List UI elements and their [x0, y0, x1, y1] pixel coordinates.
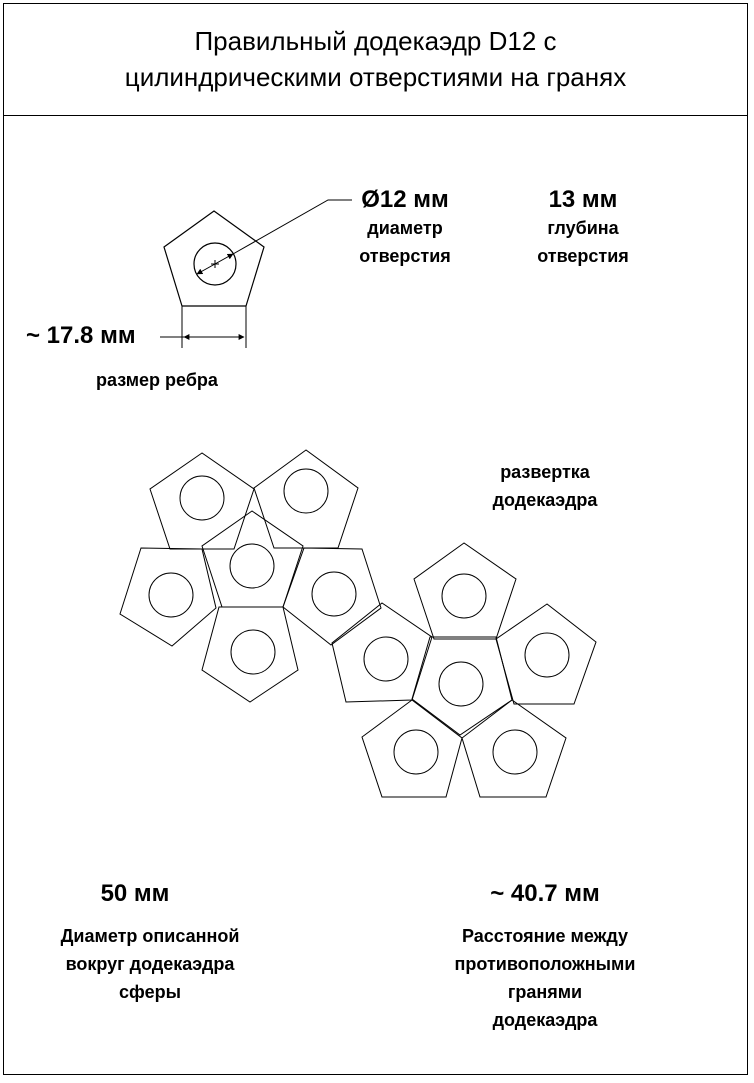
net-caption: развертка додекаэдра	[470, 458, 620, 514]
title-line-1: Правильный додекаэдр D12 с	[194, 26, 557, 56]
edge-size-value: ~ 17.8 мм	[26, 322, 136, 349]
face-distance-caption-2: противоположными	[454, 954, 636, 974]
net-face	[282, 547, 382, 646]
title-line-2: цилиндрическими отверстиями на гранях	[124, 62, 627, 92]
net-face	[495, 603, 597, 705]
net-caption-1: развертка	[500, 462, 590, 482]
single-face-detail	[160, 199, 352, 348]
net-face	[413, 542, 517, 640]
sphere-caption-3: сферы	[119, 982, 181, 1002]
net-face	[461, 699, 567, 798]
net-face	[253, 449, 359, 549]
diameter-leader-extension	[232, 199, 352, 255]
net-face	[331, 602, 433, 703]
edge-size-caption: размер ребра	[96, 370, 218, 390]
sphere-diameter-value: 50 мм	[100, 880, 170, 907]
net-face	[411, 636, 513, 736]
diameter-leader	[196, 253, 234, 275]
title-block: Правильный додекаэдр D12 с цилиндрически…	[3, 3, 748, 116]
sphere-caption-1: Диаметр описанной	[60, 926, 240, 946]
hole-depth-caption-1: глубина	[547, 218, 619, 238]
net-face	[361, 699, 463, 798]
face-distance-caption-1: Расстояние между	[461, 926, 629, 946]
face-hole	[193, 242, 237, 286]
face-pentagon	[163, 210, 265, 307]
hole-depth-label: 13 мм глубина отверстия	[518, 186, 648, 270]
net-face	[149, 452, 255, 550]
hole-depth-value: 13 мм	[548, 186, 618, 213]
hole-diameter-label: Ø12 мм диаметр отверстия	[340, 186, 470, 270]
net-face	[119, 547, 217, 647]
face-distance-block: ~ 40.7 мм Расстояние между противоположн…	[420, 880, 670, 1034]
hole-depth-caption-2: отверстия	[537, 246, 629, 266]
hole-diameter-value: Ø12 мм	[361, 186, 449, 213]
hole-diameter-caption-1: диаметр	[367, 218, 443, 238]
net-face	[201, 606, 299, 703]
hole-diameter-caption-2: отверстия	[359, 246, 451, 266]
net-caption-2: додекаэдра	[492, 490, 598, 510]
drawing-frame	[3, 3, 748, 1075]
face-distance-caption-3: гранями	[507, 982, 583, 1002]
sphere-caption-2: вокруг додекаэдра	[65, 954, 235, 974]
page-title: Правильный додекаэдр D12 с цилиндрически…	[125, 23, 626, 95]
sphere-diameter-block: 50 мм Диаметр описанной вокруг додекаэдр…	[30, 880, 270, 1006]
dodecahedron-net	[119, 449, 597, 798]
face-distance-value: ~ 40.7 мм	[490, 880, 600, 907]
face-distance-caption-4: додекаэдра	[492, 1010, 598, 1030]
